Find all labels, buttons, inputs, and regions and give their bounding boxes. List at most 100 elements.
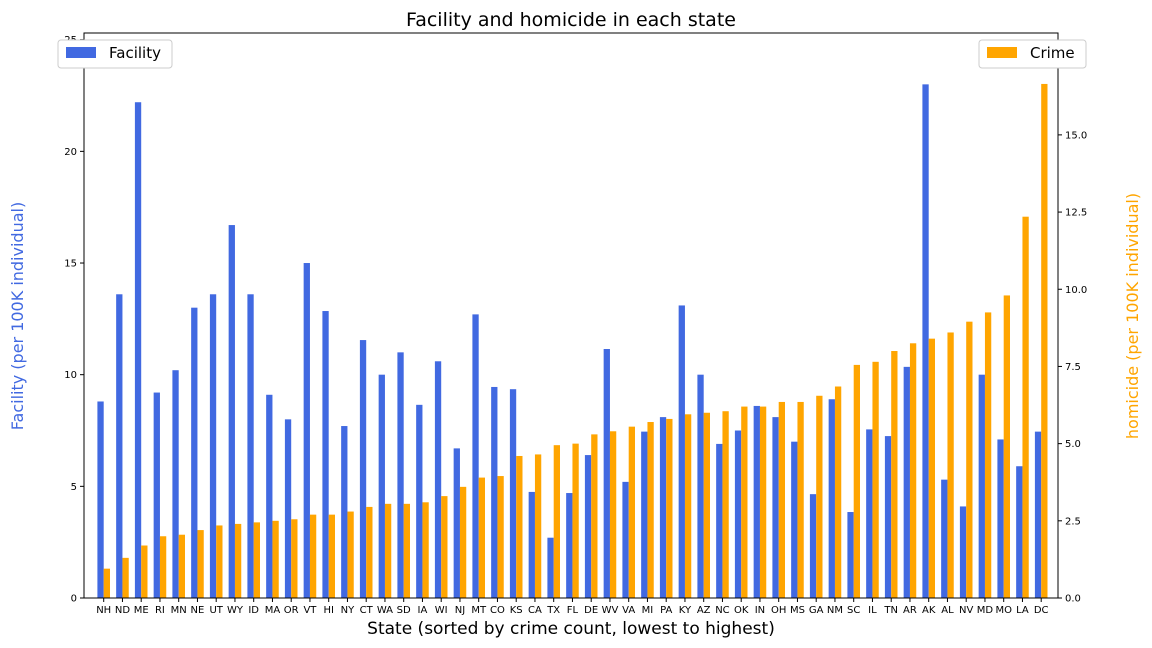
right-y-tick-label: 2.5 <box>1065 516 1081 527</box>
crime-bar-IL <box>872 361 879 598</box>
x-tick-label: IN <box>755 605 765 616</box>
crime-bar-MO <box>1003 295 1010 598</box>
facility-bar-WA <box>378 374 385 598</box>
left-y-tick-label: 0 <box>71 594 77 605</box>
facility-bar-NH <box>97 401 104 598</box>
x-tick-label: MI <box>642 605 654 616</box>
crime-bar-MD <box>984 312 992 598</box>
x-tick-label: NH <box>96 605 111 616</box>
x-tick-label: MS <box>790 605 805 616</box>
crime-bar-AR <box>909 343 917 598</box>
crime-bar-OH <box>778 401 785 598</box>
facility-bar-SC <box>847 512 854 598</box>
facility-bar-AK <box>922 84 929 599</box>
crime-bar-NE <box>197 530 204 598</box>
crime-bar-KS <box>516 455 523 598</box>
x-tick-label: SD <box>397 605 411 616</box>
facility-bar-RI <box>153 392 160 598</box>
crime-bar-GA <box>816 395 823 598</box>
crime-bar-MN <box>178 534 185 598</box>
crime-bar-DC <box>1041 83 1048 598</box>
crime-bar-VA <box>628 426 635 598</box>
left-y-tick-label: 10 <box>64 370 77 381</box>
left-y-tick-label: 20 <box>64 147 77 158</box>
x-tick-label: DC <box>1034 605 1049 616</box>
crime-bar-WY <box>234 523 242 598</box>
facility-bar-WV <box>603 349 610 598</box>
crime-bar-ND <box>122 557 129 598</box>
crime-bar-OR <box>291 519 298 598</box>
x-tick-label: NJ <box>455 605 465 616</box>
crime-bar-WV <box>609 431 617 598</box>
chart-title: Facility and homicide in each state <box>406 9 736 31</box>
crime-bar-WA <box>384 503 392 598</box>
crime-bar-MT <box>478 477 485 598</box>
x-tick-label: MN <box>171 605 187 616</box>
crime-bar-SD <box>403 503 410 598</box>
x-tick-label: TN <box>883 605 898 616</box>
right-y-tick-label: 0.0 <box>1065 594 1081 605</box>
x-tick-label: KS <box>510 605 523 616</box>
x-tick-label: ND <box>115 605 130 616</box>
legend-crime: Crime <box>978 39 1087 69</box>
facility-bars <box>97 84 1042 599</box>
right-y-tick-label: 15.0 <box>1065 130 1087 141</box>
facility-bar-NV <box>959 506 967 598</box>
x-axis-label: State (sorted by crime count, lowest to … <box>367 619 775 639</box>
facility-bar-NE <box>191 307 198 598</box>
facility-bar-WY <box>228 225 235 598</box>
crime-bar-MI <box>647 422 654 598</box>
facility-bar-KS <box>509 389 517 598</box>
right-y-tick-label: 7.5 <box>1065 362 1081 373</box>
x-tick-label: AL <box>941 605 954 616</box>
facility-bar-DE <box>584 455 592 598</box>
facility-bar-CO <box>491 386 498 598</box>
facility-bar-AZ <box>697 374 704 598</box>
crime-bar-LA <box>1022 216 1029 598</box>
facility-bar-MA <box>266 394 273 598</box>
x-tick-label: NV <box>959 605 973 616</box>
facility-bar-IA <box>416 404 423 598</box>
x-tick-label: AZ <box>697 605 711 616</box>
x-tick-label: KY <box>679 605 692 616</box>
facility-bar-OK <box>734 430 742 598</box>
facility-bar-KY <box>678 305 685 598</box>
crime-bar-WI <box>441 496 448 598</box>
x-tick-label: WA <box>377 605 393 616</box>
right-y-axis-label: homicide (per 100K individual) <box>1123 193 1142 439</box>
legend-facility: Facility <box>57 39 173 69</box>
crime-bar-VT <box>309 514 317 598</box>
left-y-tick-label: 5 <box>71 482 77 493</box>
right-y-axis-ticks: 0.02.55.07.510.012.515.017.5 <box>1058 53 1087 605</box>
crime-bar-MA <box>272 520 279 598</box>
crime-bar-HI <box>328 514 335 598</box>
crime-bar-PA <box>666 418 673 598</box>
facility-bar-TN <box>884 436 892 598</box>
x-tick-label: WV <box>602 605 619 616</box>
facility-bar-NY <box>341 426 348 598</box>
x-tick-label: PA <box>660 605 672 616</box>
facility-bar-OH <box>772 417 779 598</box>
legend-facility-swatch <box>66 47 96 58</box>
x-tick-label: CA <box>528 605 542 616</box>
facility-bar-FL <box>566 493 573 598</box>
crime-bar-CA <box>534 454 542 598</box>
facility-bar-LA <box>1016 466 1023 598</box>
facility-bar-UT <box>209 294 217 598</box>
x-tick-label: NC <box>715 605 729 616</box>
facility-bar-MI <box>641 431 648 598</box>
legend-facility-label: Facility <box>109 44 161 62</box>
left-y-axis-ticks: 0510152025 <box>64 35 84 605</box>
facility-bar-NC <box>716 443 723 598</box>
x-tick-label: NY <box>341 605 355 616</box>
facility-bar-PA <box>659 417 667 598</box>
facility-bar-NM <box>828 399 835 598</box>
legend-crime-swatch <box>987 47 1017 58</box>
x-tick-label: SC <box>847 605 860 616</box>
crime-bar-DE <box>591 434 598 598</box>
facility-bar-GA <box>809 494 817 598</box>
x-tick-label: GA <box>809 605 824 616</box>
crime-bar-AZ <box>703 412 710 598</box>
x-tick-label: OK <box>734 605 749 616</box>
